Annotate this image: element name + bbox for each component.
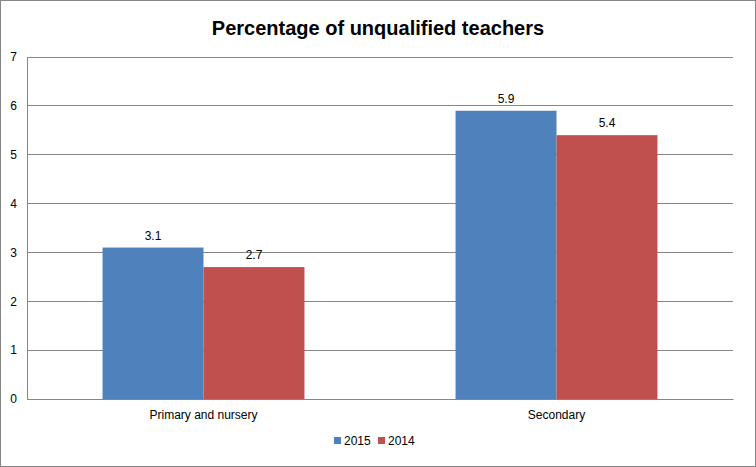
x-tick-label: Secondary (528, 408, 585, 422)
grid (27, 57, 733, 399)
y-tick-label: 2 (10, 295, 17, 309)
y-axis: 0 1 2 3 4 5 6 7 (10, 50, 27, 406)
y-tick: 6 (10, 99, 27, 113)
y-tick: 0 (10, 392, 27, 406)
y-tick: 2 (10, 295, 27, 309)
data-label: 5.4 (599, 116, 616, 130)
chart-frame (1, 1, 756, 467)
data-label: 5.9 (498, 92, 515, 106)
x-axis-line (28, 399, 734, 400)
legend-label: 2014 (388, 434, 415, 448)
y-tick: 7 (10, 50, 27, 64)
x-tick: Secondary (528, 399, 585, 422)
bar (204, 267, 305, 399)
chart: Percentage of unqualified teachers 0 1 2 3 4 5… (0, 0, 756, 467)
grid-line (27, 57, 733, 58)
y-tick-label: 3 (10, 246, 17, 260)
y-tick-label: 5 (10, 148, 17, 162)
data-label: 3.1 (145, 229, 162, 243)
y-tick-label: 7 (10, 50, 17, 64)
y-axis-line (27, 58, 28, 400)
x-axis: Primary and nursery Secondary (28, 399, 734, 422)
bars (103, 111, 658, 399)
y-tick: 1 (10, 343, 27, 357)
grid-line (27, 105, 733, 106)
y-tick: 3 (10, 246, 27, 260)
bar (557, 135, 658, 399)
x-tick-label: Primary and nursery (149, 408, 257, 422)
legend-swatch (334, 437, 341, 444)
y-tick-label: 0 (10, 392, 17, 406)
y-tick-label: 4 (10, 197, 17, 211)
data-label: 2.7 (246, 248, 263, 262)
y-tick: 5 (10, 148, 27, 162)
title: Percentage of unqualified teachers (212, 17, 544, 39)
legend-label: 2015 (344, 434, 371, 448)
legend: 2015 2014 (334, 434, 415, 448)
y-tick-label: 1 (10, 343, 17, 357)
y-tick-label: 6 (10, 99, 17, 113)
bar (456, 111, 557, 399)
legend-swatch (378, 437, 385, 444)
data-labels: 3.1 5.9 2.7 5.4 (145, 92, 616, 262)
bar (103, 248, 204, 399)
x-tick: Primary and nursery (149, 399, 257, 422)
y-tick: 4 (10, 197, 27, 211)
